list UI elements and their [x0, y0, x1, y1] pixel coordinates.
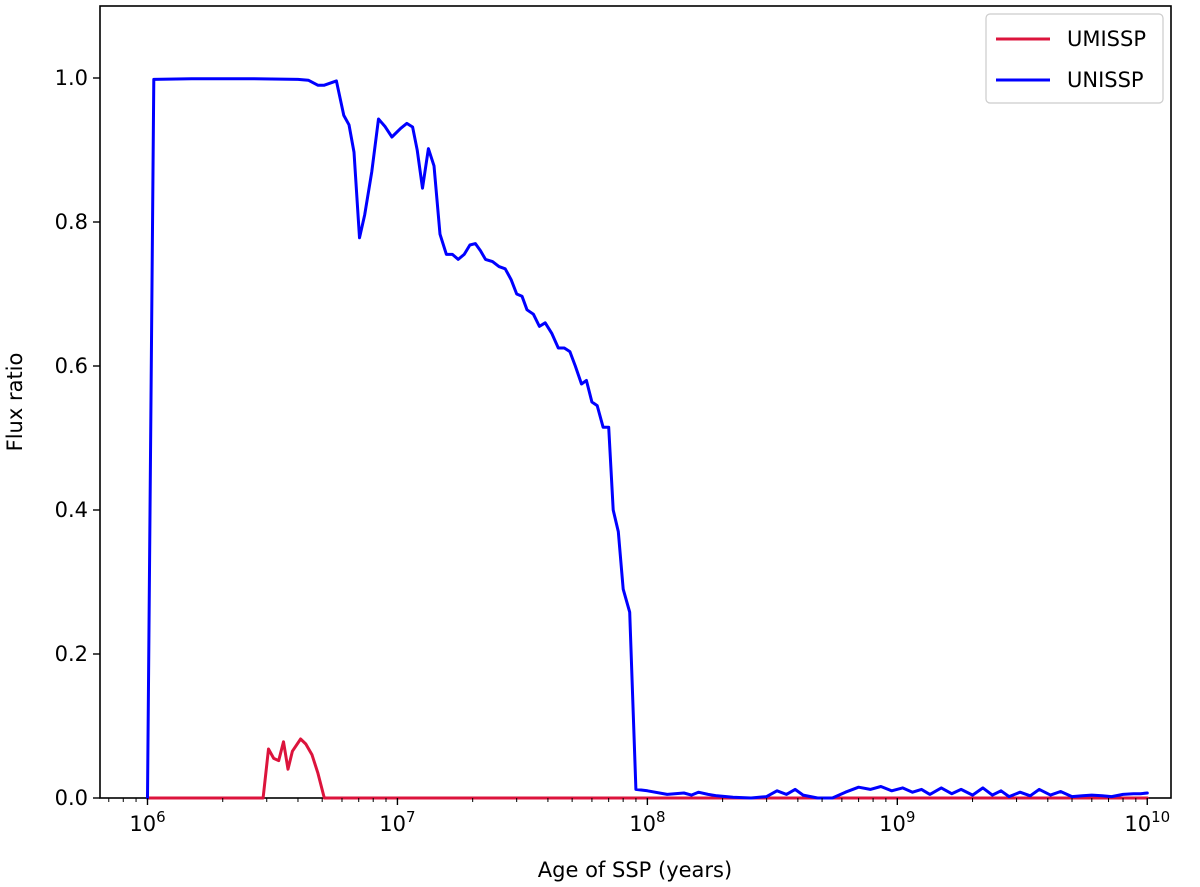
- series-line-unissp: [146, 77, 1149, 800]
- x-tick-label: 1010: [1124, 808, 1170, 836]
- x-tick-label: 107: [379, 808, 415, 836]
- legend-label-unissp: UNISSP: [1067, 68, 1144, 92]
- y-tick-label: 0.4: [55, 498, 88, 522]
- x-tick-label: 108: [629, 808, 665, 836]
- y-tick-label: 1.0: [55, 66, 88, 90]
- y-tick-label: 0.6: [55, 354, 88, 378]
- series-line-umissp: [146, 737, 1149, 800]
- y-tick-label: 0.0: [55, 786, 88, 810]
- y-axis-label: Flux ratio: [3, 353, 27, 452]
- x-tick-label: 106: [129, 808, 165, 836]
- y-axis-ticks: 0.0 0.2 0.4 0.6 0.8 1.0: [55, 66, 100, 810]
- plot-lines: [146, 77, 1149, 800]
- x-axis-label: Age of SSP (years): [538, 858, 732, 882]
- y-tick-label: 0.8: [55, 210, 88, 234]
- legend: UMISSP UNISSP: [985, 13, 1164, 104]
- plot-frame: [99, 5, 1172, 799]
- legend-label-umissp: UMISSP: [1067, 27, 1146, 51]
- x-tick-label: 109: [879, 808, 915, 836]
- x-axis-ticks: 106 107 108 109 1010: [108, 798, 1170, 836]
- y-tick-label: 0.2: [55, 642, 88, 666]
